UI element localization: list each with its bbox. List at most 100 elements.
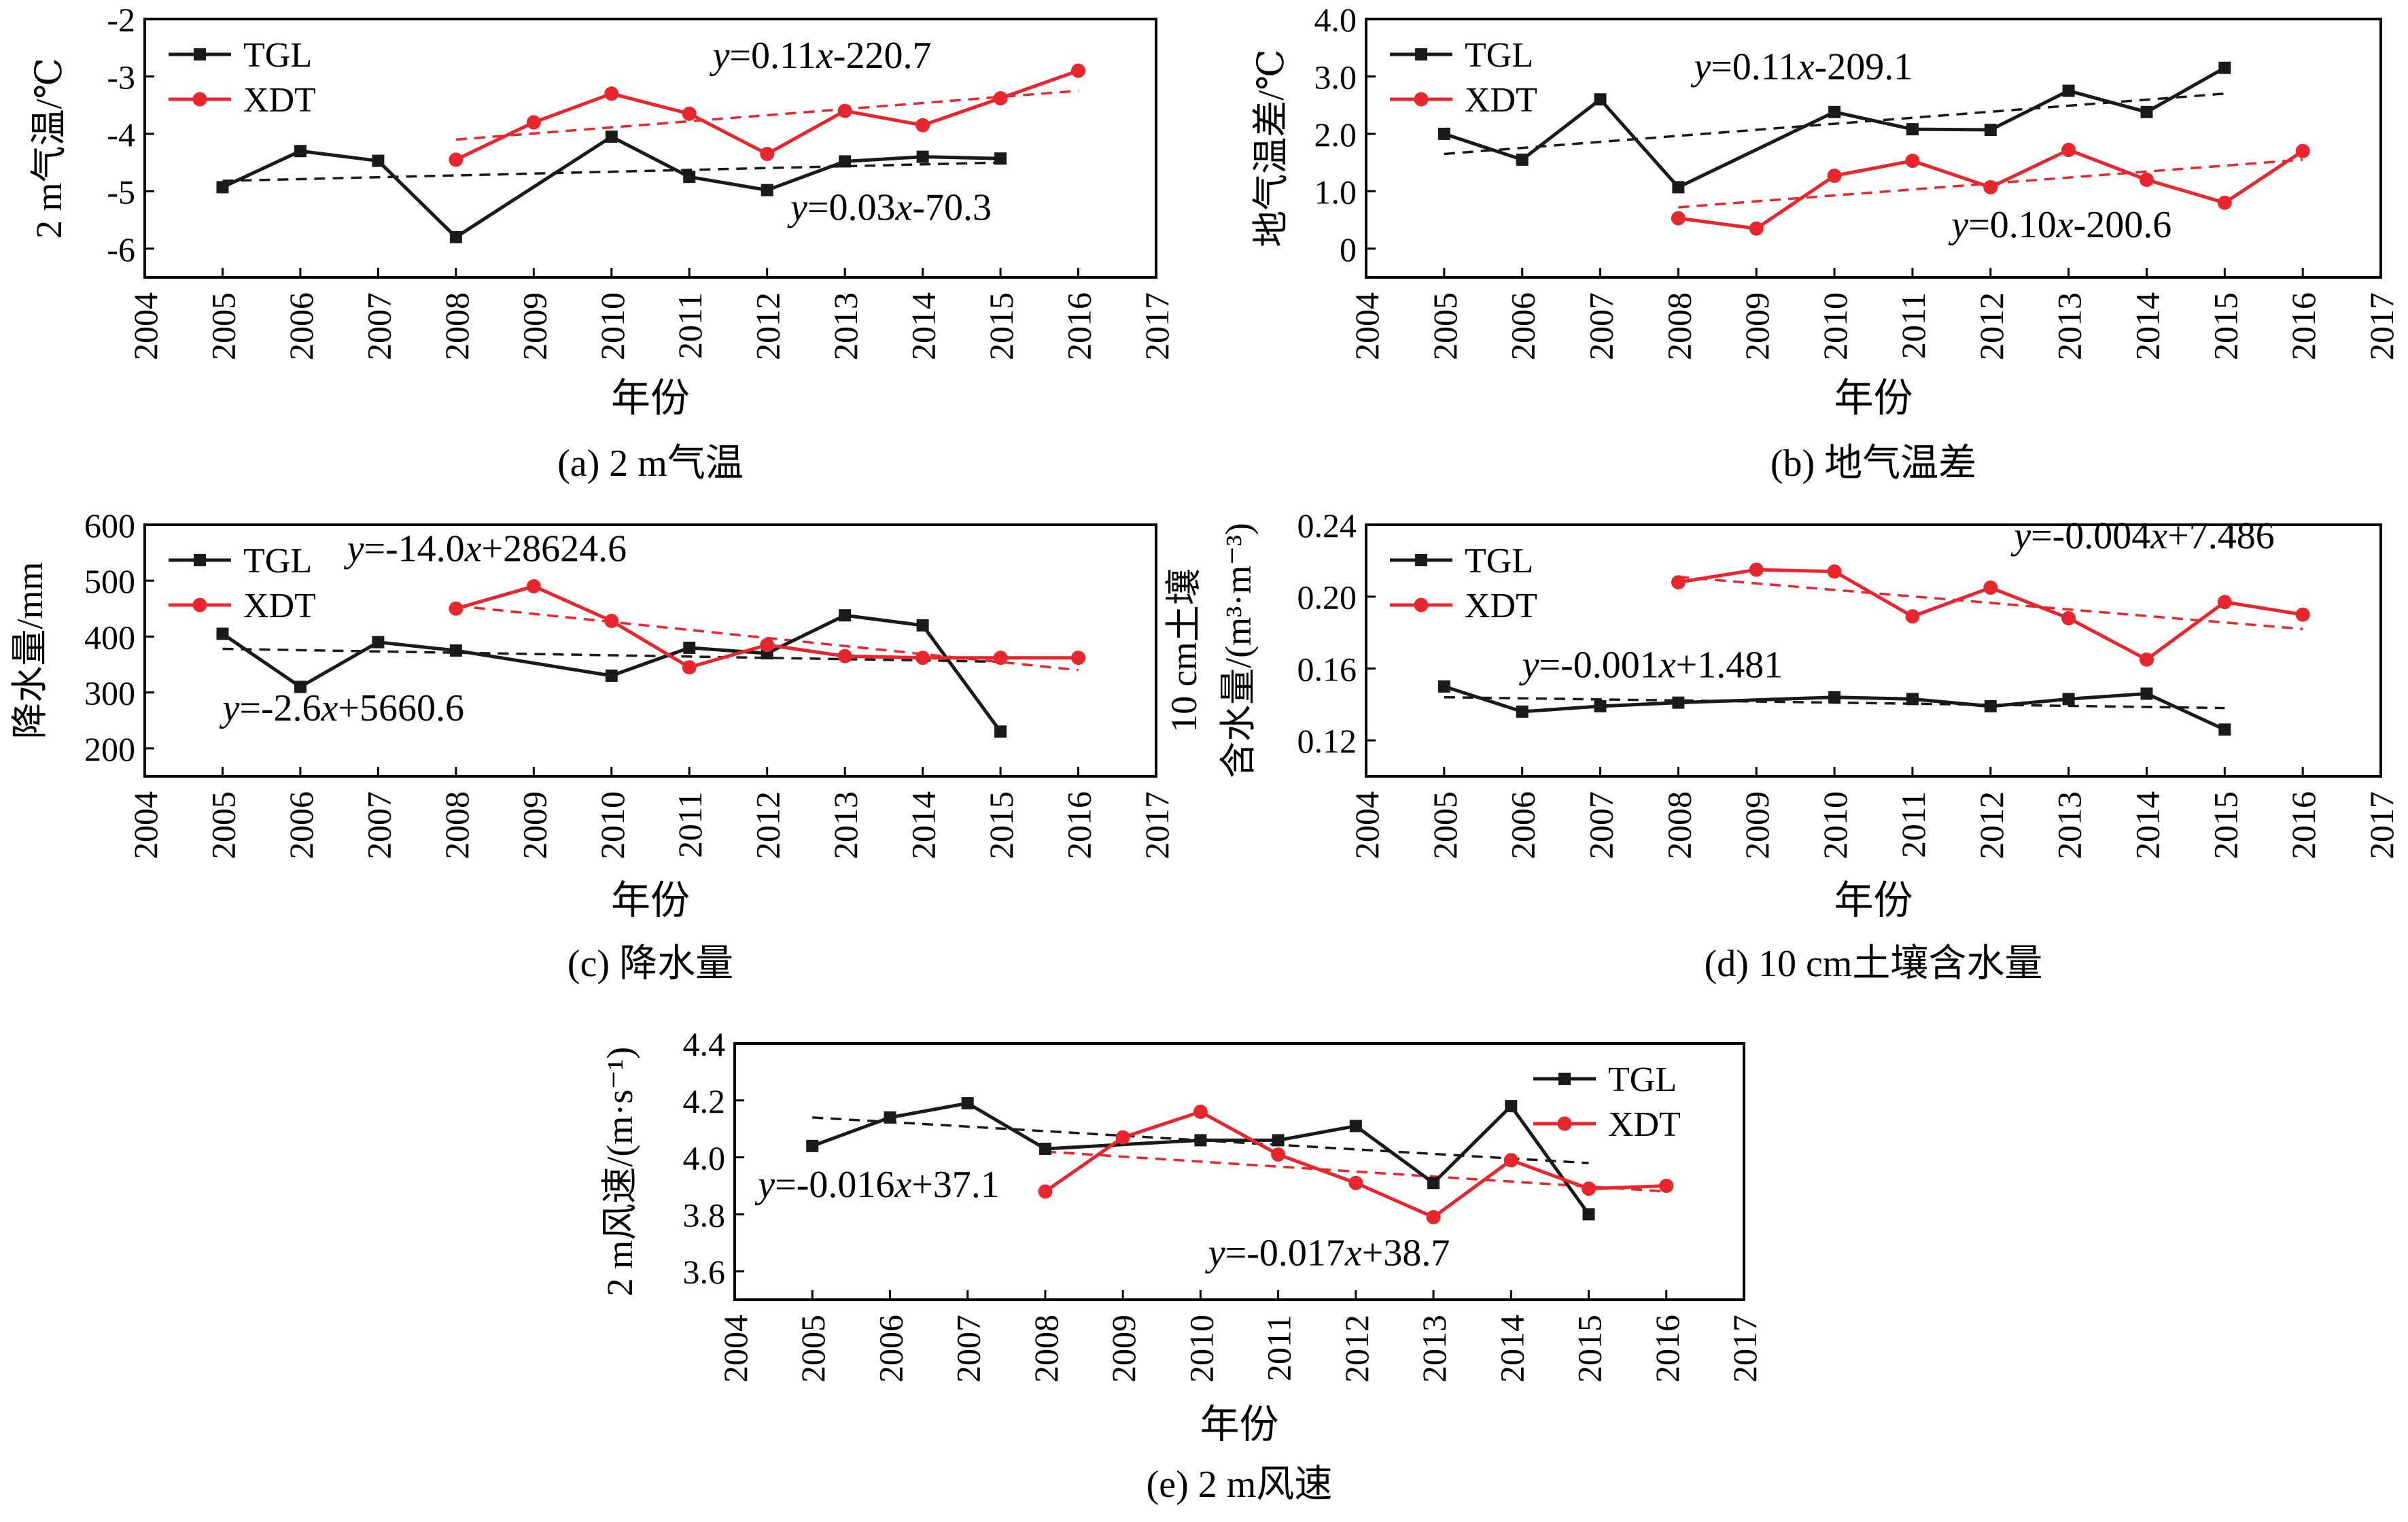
y-tick-label-e: 4.4 — [683, 1025, 726, 1063]
data-point-tgl-a — [216, 181, 229, 194]
data-point-tgl-e — [1582, 1208, 1595, 1221]
x-tick-label-e: 2017 — [1726, 1315, 1764, 1383]
x-tick-label-e: 2009 — [1104, 1315, 1142, 1383]
panel-c: 2004 2005 2006 2007 2008 2009 2010 2011 2012 2013… — [10, 506, 1176, 985]
x-tick-label-e: 2014 — [1493, 1315, 1531, 1383]
data-point-xdt-a — [760, 146, 775, 161]
data-point-xdt-b — [1983, 179, 1998, 194]
data-point-xdt-a — [449, 152, 464, 167]
x-axis-label-a: 年份 — [611, 376, 690, 420]
x-tick-label-b: 2017 — [2362, 292, 2401, 360]
x-tick-label-c: 2009 — [515, 791, 553, 859]
legend-marker-tgl — [194, 48, 206, 60]
data-point-xdt-d — [2295, 607, 2310, 622]
x-tick-label-d: 2014 — [2128, 791, 2166, 859]
x-tick-label-a: 2013 — [826, 292, 865, 360]
y-tick-label-e: 3.8 — [683, 1196, 726, 1234]
data-point-xdt-c — [604, 613, 619, 628]
data-point-xdt-e — [1348, 1175, 1363, 1190]
x-tick-label-b: 2005 — [1426, 292, 1464, 360]
x-tick-label-a: 2009 — [515, 292, 553, 360]
x-tick-label-c: 2010 — [593, 791, 631, 859]
x-tick-label-c: 2006 — [282, 791, 320, 859]
data-point-tgl-d — [1906, 693, 1919, 706]
legend-marker-xdt — [192, 92, 207, 107]
legend-marker-tgl — [1415, 48, 1427, 60]
data-point-xdt-c — [993, 651, 1008, 665]
x-tick-label-e: 2011 — [1260, 1315, 1298, 1381]
x-tick-label-c: 2015 — [982, 791, 1020, 859]
panel-caption-e: (e) 2 m风速 — [1147, 1464, 1333, 1506]
data-point-xdt-c — [682, 660, 697, 675]
series-line-tgl-d — [1444, 685, 2226, 731]
plot-frame-d — [1365, 523, 2382, 778]
data-point-tgl-d — [1672, 696, 1685, 709]
y-tick-label-d: 0.20 — [1297, 578, 1357, 617]
x-tick-label-c: 2007 — [360, 791, 398, 859]
trendline-xdt-e — [1045, 1150, 1667, 1193]
x-tick-label-e: 2016 — [1648, 1315, 1686, 1383]
data-point-tgl-d — [1594, 699, 1607, 712]
data-point-tgl-a — [839, 155, 852, 168]
data-point-tgl-a — [449, 230, 462, 243]
data-point-tgl-b — [1437, 127, 1450, 140]
data-point-tgl-b — [1984, 123, 1997, 136]
data-point-tgl-c — [372, 636, 385, 648]
x-tick-label-a: 2011 — [671, 292, 709, 359]
data-point-xdt-e — [1115, 1130, 1130, 1145]
data-point-xdt-a — [526, 115, 541, 130]
x-tick-label-e: 2013 — [1415, 1315, 1453, 1383]
data-point-xdt-e — [1503, 1153, 1518, 1168]
x-axis-label-b: 年份 — [1834, 376, 1913, 420]
y-tick-label-c: 600 — [84, 506, 135, 544]
legend-b: TGL XDT — [1390, 36, 1537, 120]
data-point-xdt-d — [2061, 610, 2076, 625]
data-point-tgl-c — [839, 609, 852, 622]
y-tick-label-a: -2 — [107, 1, 135, 39]
x-tick-label-a: 2017 — [1138, 292, 1176, 360]
x-tick-label-a: 2004 — [126, 292, 164, 360]
panel-caption-a: (a) 2 m气温 — [557, 443, 744, 485]
y-tick-label-a: -5 — [107, 173, 135, 211]
x-tick-label-a: 2008 — [438, 292, 476, 360]
x-tick-label-a: 2015 — [982, 292, 1020, 360]
x-tick-label-c: 2014 — [905, 791, 943, 859]
data-point-tgl-e — [1039, 1142, 1051, 1155]
x-tick-label-c: 2008 — [438, 791, 476, 859]
equation-tgl-c: y=-2.6x+5660.6 — [219, 687, 464, 729]
legend-a: TGL XDT — [169, 36, 316, 120]
y-tick-label-a: -6 — [107, 230, 135, 269]
x-tick-label-b: 2016 — [2284, 292, 2322, 360]
y-axis-label-c: 降水量/mm — [10, 561, 50, 739]
x-tick-label-d: 2009 — [1738, 791, 1776, 859]
y-tick-label-b: 4.0 — [1314, 1, 1357, 39]
data-point-xdt-b — [2217, 195, 2232, 210]
data-point-tgl-a — [994, 152, 1007, 165]
data-point-tgl-d — [1437, 680, 1450, 693]
legend-label-xdt: XDT — [243, 587, 316, 625]
y-axis-label-b: 地气温差/℃ — [1251, 49, 1291, 247]
data-point-xdt-d — [1905, 609, 1920, 624]
plot-frame-b — [1365, 18, 2382, 279]
x-tick-label-a: 2016 — [1060, 292, 1098, 360]
data-point-tgl-a — [294, 145, 307, 158]
data-point-tgl-c — [994, 725, 1007, 738]
legend-marker-xdt — [1414, 598, 1429, 612]
data-point-xdt-c — [760, 638, 775, 653]
data-point-tgl-e — [1349, 1120, 1362, 1132]
x-tick-label-b: 2015 — [2206, 292, 2244, 360]
x-tick-label-e: 2012 — [1338, 1315, 1376, 1383]
data-point-xdt-a — [1071, 63, 1086, 78]
x-tick-label-e: 2010 — [1182, 1315, 1220, 1383]
y-tick-label-e: 3.6 — [683, 1253, 726, 1291]
x-tick-label-c: 2016 — [1060, 791, 1098, 859]
data-point-tgl-c — [916, 619, 929, 632]
legend-label-tgl: TGL — [243, 36, 312, 75]
data-point-xdt-c — [449, 601, 464, 616]
y-tick-label-d: 0.24 — [1297, 506, 1357, 544]
legend-marker-tgl — [194, 554, 206, 566]
data-point-tgl-e — [1505, 1100, 1518, 1113]
equation-tgl-a: y=0.03x-70.3 — [787, 187, 992, 229]
data-point-xdt-e — [1038, 1184, 1053, 1199]
